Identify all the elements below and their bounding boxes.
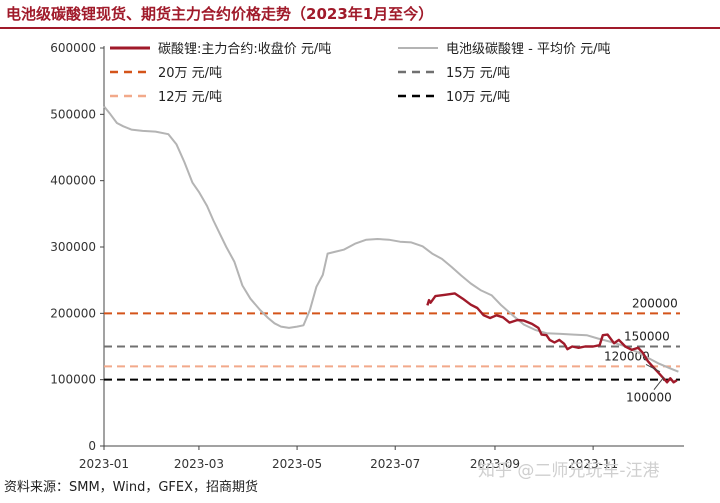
x-tick-label: 2023-09	[470, 457, 520, 471]
chart-title: 电池级碳酸锂现货、期货主力合约价格走势（2023年1月至今）	[6, 5, 434, 23]
legend-label: 碳酸锂:主力合约:收盘价 元/吨	[158, 41, 331, 57]
legend-label: 10万 元/吨	[446, 90, 510, 105]
x-tick-label: 2023-01	[79, 457, 129, 471]
annotation-pointer	[645, 363, 661, 373]
legend-label: 电池级碳酸锂 - 平均价 元/吨	[446, 42, 610, 57]
y-tick-label: 100000	[50, 373, 96, 387]
y-tick-label: 600000	[50, 41, 96, 55]
x-tick-label: 2023-11	[568, 457, 618, 471]
reference-value-label: 100000	[626, 391, 672, 405]
title-rule	[0, 27, 720, 29]
y-tick-label: 300000	[50, 240, 96, 254]
legend-label: 20万 元/吨	[158, 66, 222, 81]
annotation-pointer	[653, 376, 665, 390]
y-tick-label: 400000	[50, 174, 96, 188]
y-tick-label: 500000	[50, 107, 96, 121]
x-tick-label: 2023-05	[272, 457, 322, 471]
reference-value-label: 200000	[632, 296, 678, 310]
series-line	[103, 105, 679, 373]
y-tick-label: 200000	[50, 306, 96, 320]
x-tick-label: 2023-07	[370, 457, 420, 471]
x-tick-label: 2023-03	[174, 457, 224, 471]
watermark: 知乎 @二师兄玩车-汪港	[478, 461, 660, 481]
series-line	[426, 292, 678, 384]
legend-label: 15万 元/吨	[446, 66, 510, 81]
legend-label: 12万 元/吨	[158, 90, 222, 105]
reference-value-label: 150000	[624, 330, 670, 344]
y-tick-label: 0	[88, 439, 96, 453]
source-note: 资料来源：SMM，Wind，GFEX，招商期货	[4, 480, 259, 495]
